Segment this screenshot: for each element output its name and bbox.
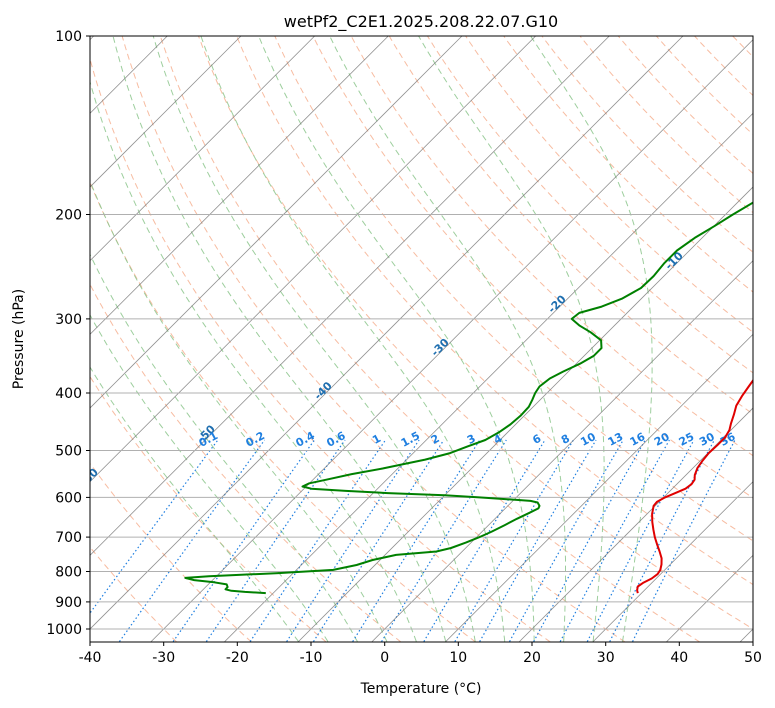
mixing-ratio-line	[312, 439, 445, 642]
isotherm-line	[150, 39, 753, 642]
x-axis-title: Temperature (°C)	[360, 681, 482, 697]
mixing-ratio-line	[454, 439, 574, 642]
x-tick-label: 10	[449, 650, 467, 666]
dry-adiabat-line	[617, 36, 753, 175]
mixing-ratio-line	[286, 439, 420, 642]
plot-frame	[89, 35, 754, 643]
dewpoint-profile-line	[184, 201, 753, 595]
x-tick-label: -30	[152, 650, 175, 666]
moist-adiabat-line	[200, 36, 506, 642]
x-tick-label: 0	[380, 650, 389, 666]
x-tick-label: 40	[670, 650, 688, 666]
mixing-ratio-label: 25	[677, 430, 697, 449]
chart-title: wetPf2_C2E1.2025.208.22.07.G10	[284, 12, 558, 32]
mixing-ratio-line	[352, 439, 481, 642]
x-tick-label: -10	[300, 650, 323, 666]
y-tick-label: 500	[55, 444, 82, 460]
dry-adiabat-line	[90, 57, 551, 642]
mixing-ratio-line	[205, 439, 346, 642]
isotherm-line	[445, 333, 753, 642]
isotherm-line	[592, 481, 753, 642]
isotherm-line	[90, 36, 242, 188]
isotherm-line	[90, 36, 463, 409]
isotherm-line	[90, 36, 536, 483]
dry-adiabat-line	[464, 36, 753, 333]
temperature-profile-line	[636, 378, 753, 594]
mixing-ratio-line	[479, 439, 597, 642]
dry-adiabat-line	[274, 36, 753, 542]
y-axis-title: Pressure (hPa)	[11, 289, 27, 389]
y-tick-label: 100	[55, 29, 82, 45]
x-tick-label: 20	[523, 650, 541, 666]
isotherm-line	[371, 260, 753, 642]
mixing-ratio-line	[119, 439, 266, 642]
y-tick-label: 900	[55, 595, 82, 611]
dry-adiabat-line	[90, 181, 476, 642]
dry-adiabat-line	[426, 36, 753, 374]
dry-adiabat-line	[579, 36, 753, 214]
mixing-ratio-line	[249, 439, 386, 642]
isotherm-label: -60	[78, 466, 101, 489]
isotherm-line	[90, 36, 315, 262]
x-axis-ticks: -40 -30 -20 -10 0 10 20 30 40 50	[79, 642, 762, 666]
x-tick-label: 30	[597, 650, 615, 666]
moist-adiabat-line	[152, 36, 476, 642]
moist-adiabat-line	[90, 313, 329, 642]
moist-adiabat-line	[90, 79, 417, 642]
mixing-ratio-label: 30	[697, 430, 717, 449]
isotherm-line	[224, 112, 753, 642]
moist-adiabat-line	[530, 36, 653, 642]
isotherm-line	[90, 36, 610, 556]
y-tick-label: 300	[55, 312, 82, 328]
mixing-ratio-line	[509, 439, 624, 642]
mixing-ratio-label: 20	[652, 430, 672, 449]
mixing-ratio-line	[559, 439, 670, 642]
y-tick-label: 700	[55, 530, 82, 546]
dry-adiabat-line	[90, 283, 402, 642]
moist-adiabat-line	[90, 179, 388, 642]
y-tick-label: 800	[55, 565, 82, 581]
y-tick-label: 400	[55, 386, 82, 402]
moist-adiabat-line	[418, 36, 605, 642]
y-tick-label: 600	[55, 490, 82, 506]
mixing-ratio-label: 13	[606, 430, 626, 449]
dry-adiabat-line	[388, 36, 753, 415]
isotherm-line	[518, 407, 753, 642]
dry-adiabats	[90, 36, 753, 642]
isotherm-line	[90, 36, 684, 630]
moist-adiabat-line	[90, 253, 358, 642]
moist-adiabat-line	[329, 36, 566, 642]
mixing-ratio-label: 10	[578, 430, 598, 449]
y-tick-label: 200	[55, 208, 82, 224]
mixing-ratio-line	[172, 439, 315, 642]
mixing-ratio-lines	[90, 439, 736, 642]
mixing-ratio-label: 36	[718, 430, 738, 449]
dry-adiabat-line	[121, 36, 626, 642]
dry-adiabat-line	[90, 462, 252, 642]
mixing-ratio-label: 16	[628, 430, 648, 449]
moist-adiabats	[90, 36, 653, 642]
mixing-ratio-line	[90, 439, 219, 615]
x-tick-label: 50	[744, 650, 762, 666]
dry-adiabat-line	[159, 36, 701, 642]
plot-area: -100-90-80-70-60-50-40-30-20-10010203040…	[78, 36, 753, 642]
y-tick-label: 1000	[46, 622, 82, 638]
y-axis-ticks: 1000 900 800 700 600 500 400 300 200 100	[46, 29, 90, 638]
dry-adiabat-line	[541, 36, 753, 253]
x-tick-label: -20	[226, 650, 249, 666]
dry-adiabat-line	[350, 36, 753, 457]
mixing-ratio-line	[533, 439, 646, 642]
x-tick-label: -40	[79, 650, 102, 666]
dry-adiabat-line	[236, 36, 753, 586]
isotherm-line	[90, 36, 389, 335]
mixing-ratio-line	[423, 439, 546, 642]
isobar-gridlines	[90, 36, 753, 630]
moist-adiabat-line	[112, 36, 447, 642]
sounding-series	[184, 201, 753, 595]
